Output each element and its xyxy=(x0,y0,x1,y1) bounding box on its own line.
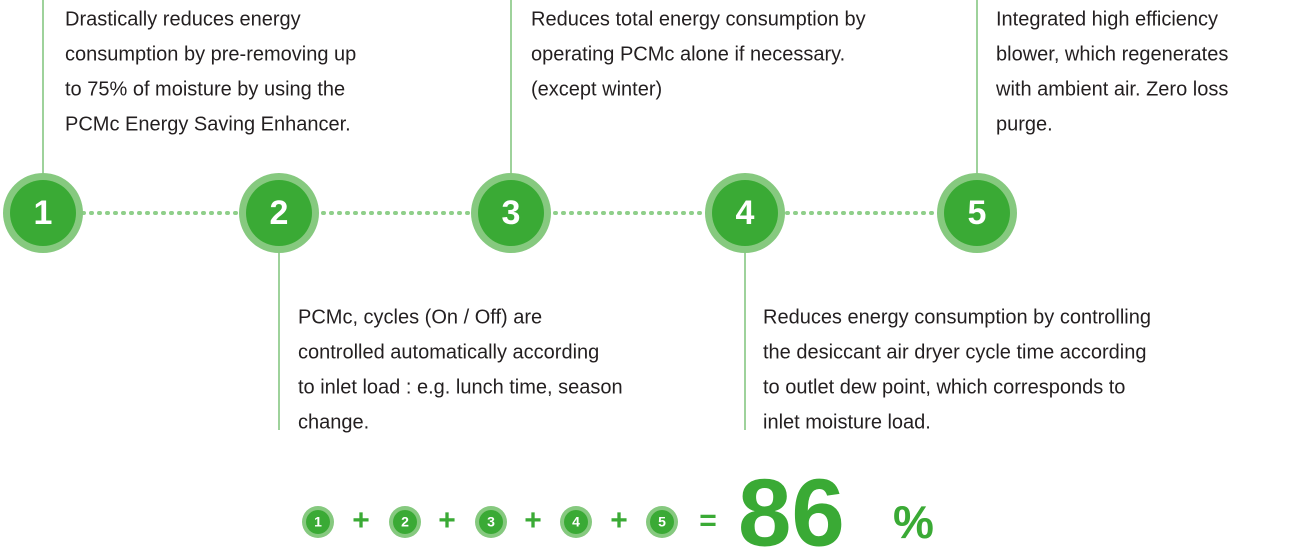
step-text: PCMc, cycles (On / Off) are xyxy=(298,306,542,328)
result: 86 xyxy=(738,459,845,549)
step-number: 2 xyxy=(270,194,289,232)
step-text: Reduces energy consumption by controllin… xyxy=(763,306,1151,328)
step-text: to inlet load : e.g. lunch time, season xyxy=(298,376,623,398)
step-text: operating PCMc alone if necessary. xyxy=(531,43,845,65)
step-text: (except winter) xyxy=(531,78,662,100)
step-circle xyxy=(246,180,312,246)
step-circle xyxy=(478,180,544,246)
step-text: blower, which regenerates xyxy=(996,43,1228,65)
mini-number: 3 xyxy=(487,514,495,530)
mini-circle xyxy=(479,510,503,534)
step-circle xyxy=(10,180,76,246)
step-text: with ambient air. Zero loss xyxy=(995,78,1228,100)
plus-sign: + xyxy=(438,504,456,537)
mini-circle xyxy=(564,510,588,534)
step-text: to 75% of moisture by using the xyxy=(65,78,345,100)
step-number: 1 xyxy=(34,194,53,232)
step-text: change. xyxy=(298,411,369,433)
plus-sign: + xyxy=(524,504,542,537)
step-text: inlet moisture load. xyxy=(763,411,931,433)
step-text: Reduces total energy consumption by xyxy=(531,8,866,30)
plus-sign: + xyxy=(352,504,370,537)
step-text: Drastically reduces energy xyxy=(65,8,301,30)
mini-circle xyxy=(306,510,330,534)
mini-number: 4 xyxy=(572,514,580,530)
step-number: 5 xyxy=(968,194,987,232)
equals-sign: = xyxy=(699,504,717,537)
mini-number: 5 xyxy=(658,514,666,530)
step-text: consumption by pre-removing up xyxy=(65,43,356,65)
mini-number: 2 xyxy=(401,514,409,530)
step-text: controlled automatically according xyxy=(298,341,599,363)
step-circle xyxy=(944,180,1010,246)
step-circle xyxy=(712,180,778,246)
step-number: 3 xyxy=(502,194,521,232)
step-text: purge. xyxy=(996,113,1053,135)
step-text: Integrated high efficiency xyxy=(996,8,1218,30)
step-text: PCMc Energy Saving Enhancer. xyxy=(65,113,351,135)
step-text: the desiccant air dryer cycle time accor… xyxy=(763,341,1147,363)
mini-circle xyxy=(650,510,674,534)
plus-sign: + xyxy=(610,504,628,537)
step-text: to outlet dew point, which corresponds t… xyxy=(763,376,1125,398)
mini-number: 1 xyxy=(314,514,322,530)
result-unit: % xyxy=(893,496,934,548)
mini-circle xyxy=(393,510,417,534)
step-number: 4 xyxy=(736,194,755,232)
